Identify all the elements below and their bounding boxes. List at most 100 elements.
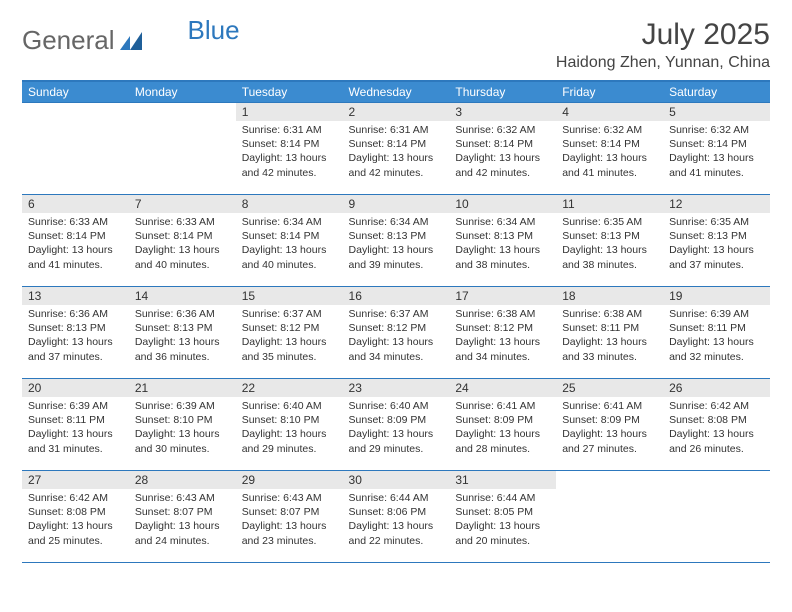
day-data: Sunrise: 6:35 AMSunset: 8:13 PMDaylight:…	[663, 213, 770, 276]
day-data: Sunrise: 6:39 AMSunset: 8:11 PMDaylight:…	[22, 397, 129, 460]
calendar-day-cell: 21Sunrise: 6:39 AMSunset: 8:10 PMDayligh…	[129, 379, 236, 471]
calendar-day-cell: 12Sunrise: 6:35 AMSunset: 8:13 PMDayligh…	[663, 195, 770, 287]
day-data: Sunrise: 6:33 AMSunset: 8:14 PMDaylight:…	[129, 213, 236, 276]
day-number: 14	[129, 287, 236, 305]
calendar-day-cell: 19Sunrise: 6:39 AMSunset: 8:11 PMDayligh…	[663, 287, 770, 379]
day-number: 6	[22, 195, 129, 213]
calendar-table: SundayMondayTuesdayWednesdayThursdayFrid…	[22, 80, 770, 563]
weekday-header: Saturday	[663, 81, 770, 103]
logo-icon	[120, 26, 146, 57]
day-data: Sunrise: 6:37 AMSunset: 8:12 PMDaylight:…	[236, 305, 343, 368]
calendar-day-cell: 28Sunrise: 6:43 AMSunset: 8:07 PMDayligh…	[129, 471, 236, 563]
calendar-day-cell: 8Sunrise: 6:34 AMSunset: 8:14 PMDaylight…	[236, 195, 343, 287]
day-data: Sunrise: 6:42 AMSunset: 8:08 PMDaylight:…	[22, 489, 129, 552]
day-number: 21	[129, 379, 236, 397]
day-number: 25	[556, 379, 663, 397]
title-block: July 2025 Haidong Zhen, Yunnan, China	[556, 18, 770, 72]
calendar-day-cell: 5Sunrise: 6:32 AMSunset: 8:14 PMDaylight…	[663, 103, 770, 195]
logo-text-2: Blue	[188, 15, 240, 46]
day-data: Sunrise: 6:34 AMSunset: 8:13 PMDaylight:…	[343, 213, 450, 276]
calendar-day-cell: 17Sunrise: 6:38 AMSunset: 8:12 PMDayligh…	[449, 287, 556, 379]
calendar-day-cell: 31Sunrise: 6:44 AMSunset: 8:05 PMDayligh…	[449, 471, 556, 563]
day-number: 26	[663, 379, 770, 397]
calendar-day-cell: 29Sunrise: 6:43 AMSunset: 8:07 PMDayligh…	[236, 471, 343, 563]
day-data: Sunrise: 6:42 AMSunset: 8:08 PMDaylight:…	[663, 397, 770, 460]
calendar-day-cell: 1Sunrise: 6:31 AMSunset: 8:14 PMDaylight…	[236, 103, 343, 195]
location: Haidong Zhen, Yunnan, China	[556, 54, 770, 72]
calendar-week-row: 1Sunrise: 6:31 AMSunset: 8:14 PMDaylight…	[22, 103, 770, 195]
day-data: Sunrise: 6:44 AMSunset: 8:05 PMDaylight:…	[449, 489, 556, 552]
day-data: Sunrise: 6:32 AMSunset: 8:14 PMDaylight:…	[449, 121, 556, 184]
calendar-day-cell: 22Sunrise: 6:40 AMSunset: 8:10 PMDayligh…	[236, 379, 343, 471]
weekday-header: Tuesday	[236, 81, 343, 103]
day-number: 10	[449, 195, 556, 213]
calendar-day-cell	[22, 103, 129, 195]
calendar-day-cell: 4Sunrise: 6:32 AMSunset: 8:14 PMDaylight…	[556, 103, 663, 195]
calendar-day-cell: 24Sunrise: 6:41 AMSunset: 8:09 PMDayligh…	[449, 379, 556, 471]
day-data: Sunrise: 6:32 AMSunset: 8:14 PMDaylight:…	[663, 121, 770, 184]
calendar-day-cell: 3Sunrise: 6:32 AMSunset: 8:14 PMDaylight…	[449, 103, 556, 195]
day-number: 31	[449, 471, 556, 489]
day-data: Sunrise: 6:43 AMSunset: 8:07 PMDaylight:…	[129, 489, 236, 552]
weekday-header: Sunday	[22, 81, 129, 103]
day-number: 11	[556, 195, 663, 213]
day-data: Sunrise: 6:39 AMSunset: 8:11 PMDaylight:…	[663, 305, 770, 368]
day-number: 12	[663, 195, 770, 213]
header: General Blue July 2025 Haidong Zhen, Yun…	[22, 18, 770, 72]
calendar-day-cell	[556, 471, 663, 563]
calendar-day-cell: 2Sunrise: 6:31 AMSunset: 8:14 PMDaylight…	[343, 103, 450, 195]
calendar-day-cell: 6Sunrise: 6:33 AMSunset: 8:14 PMDaylight…	[22, 195, 129, 287]
calendar-day-cell: 30Sunrise: 6:44 AMSunset: 8:06 PMDayligh…	[343, 471, 450, 563]
day-data: Sunrise: 6:33 AMSunset: 8:14 PMDaylight:…	[22, 213, 129, 276]
day-number: 27	[22, 471, 129, 489]
day-data: Sunrise: 6:36 AMSunset: 8:13 PMDaylight:…	[129, 305, 236, 368]
day-data: Sunrise: 6:32 AMSunset: 8:14 PMDaylight:…	[556, 121, 663, 184]
day-number: 28	[129, 471, 236, 489]
day-data: Sunrise: 6:36 AMSunset: 8:13 PMDaylight:…	[22, 305, 129, 368]
day-number: 22	[236, 379, 343, 397]
day-number: 9	[343, 195, 450, 213]
day-data: Sunrise: 6:31 AMSunset: 8:14 PMDaylight:…	[236, 121, 343, 184]
calendar-day-cell: 9Sunrise: 6:34 AMSunset: 8:13 PMDaylight…	[343, 195, 450, 287]
calendar-day-cell	[129, 103, 236, 195]
calendar-day-cell: 14Sunrise: 6:36 AMSunset: 8:13 PMDayligh…	[129, 287, 236, 379]
logo: General Blue	[22, 18, 240, 57]
day-number: 1	[236, 103, 343, 121]
day-number: 7	[129, 195, 236, 213]
day-number: 20	[22, 379, 129, 397]
day-data: Sunrise: 6:35 AMSunset: 8:13 PMDaylight:…	[556, 213, 663, 276]
weekday-header: Wednesday	[343, 81, 450, 103]
day-number: 5	[663, 103, 770, 121]
day-number: 24	[449, 379, 556, 397]
calendar-day-cell: 10Sunrise: 6:34 AMSunset: 8:13 PMDayligh…	[449, 195, 556, 287]
day-data: Sunrise: 6:41 AMSunset: 8:09 PMDaylight:…	[449, 397, 556, 460]
calendar-day-cell: 26Sunrise: 6:42 AMSunset: 8:08 PMDayligh…	[663, 379, 770, 471]
day-number: 23	[343, 379, 450, 397]
calendar-day-cell: 20Sunrise: 6:39 AMSunset: 8:11 PMDayligh…	[22, 379, 129, 471]
calendar-body: 1Sunrise: 6:31 AMSunset: 8:14 PMDaylight…	[22, 103, 770, 563]
weekday-header: Friday	[556, 81, 663, 103]
day-number: 4	[556, 103, 663, 121]
day-number: 13	[22, 287, 129, 305]
calendar-day-cell: 13Sunrise: 6:36 AMSunset: 8:13 PMDayligh…	[22, 287, 129, 379]
calendar-day-cell: 27Sunrise: 6:42 AMSunset: 8:08 PMDayligh…	[22, 471, 129, 563]
calendar-week-row: 6Sunrise: 6:33 AMSunset: 8:14 PMDaylight…	[22, 195, 770, 287]
day-number: 30	[343, 471, 450, 489]
calendar-day-cell: 7Sunrise: 6:33 AMSunset: 8:14 PMDaylight…	[129, 195, 236, 287]
day-number: 19	[663, 287, 770, 305]
calendar-week-row: 27Sunrise: 6:42 AMSunset: 8:08 PMDayligh…	[22, 471, 770, 563]
day-data: Sunrise: 6:31 AMSunset: 8:14 PMDaylight:…	[343, 121, 450, 184]
day-data: Sunrise: 6:38 AMSunset: 8:11 PMDaylight:…	[556, 305, 663, 368]
day-data: Sunrise: 6:37 AMSunset: 8:12 PMDaylight:…	[343, 305, 450, 368]
day-data: Sunrise: 6:40 AMSunset: 8:10 PMDaylight:…	[236, 397, 343, 460]
calendar-day-cell: 16Sunrise: 6:37 AMSunset: 8:12 PMDayligh…	[343, 287, 450, 379]
day-number: 3	[449, 103, 556, 121]
day-data: Sunrise: 6:39 AMSunset: 8:10 PMDaylight:…	[129, 397, 236, 460]
day-number: 29	[236, 471, 343, 489]
calendar-week-row: 13Sunrise: 6:36 AMSunset: 8:13 PMDayligh…	[22, 287, 770, 379]
calendar-day-cell	[663, 471, 770, 563]
weekday-header-row: SundayMondayTuesdayWednesdayThursdayFrid…	[22, 81, 770, 103]
calendar-day-cell: 15Sunrise: 6:37 AMSunset: 8:12 PMDayligh…	[236, 287, 343, 379]
weekday-header: Monday	[129, 81, 236, 103]
calendar-day-cell: 18Sunrise: 6:38 AMSunset: 8:11 PMDayligh…	[556, 287, 663, 379]
